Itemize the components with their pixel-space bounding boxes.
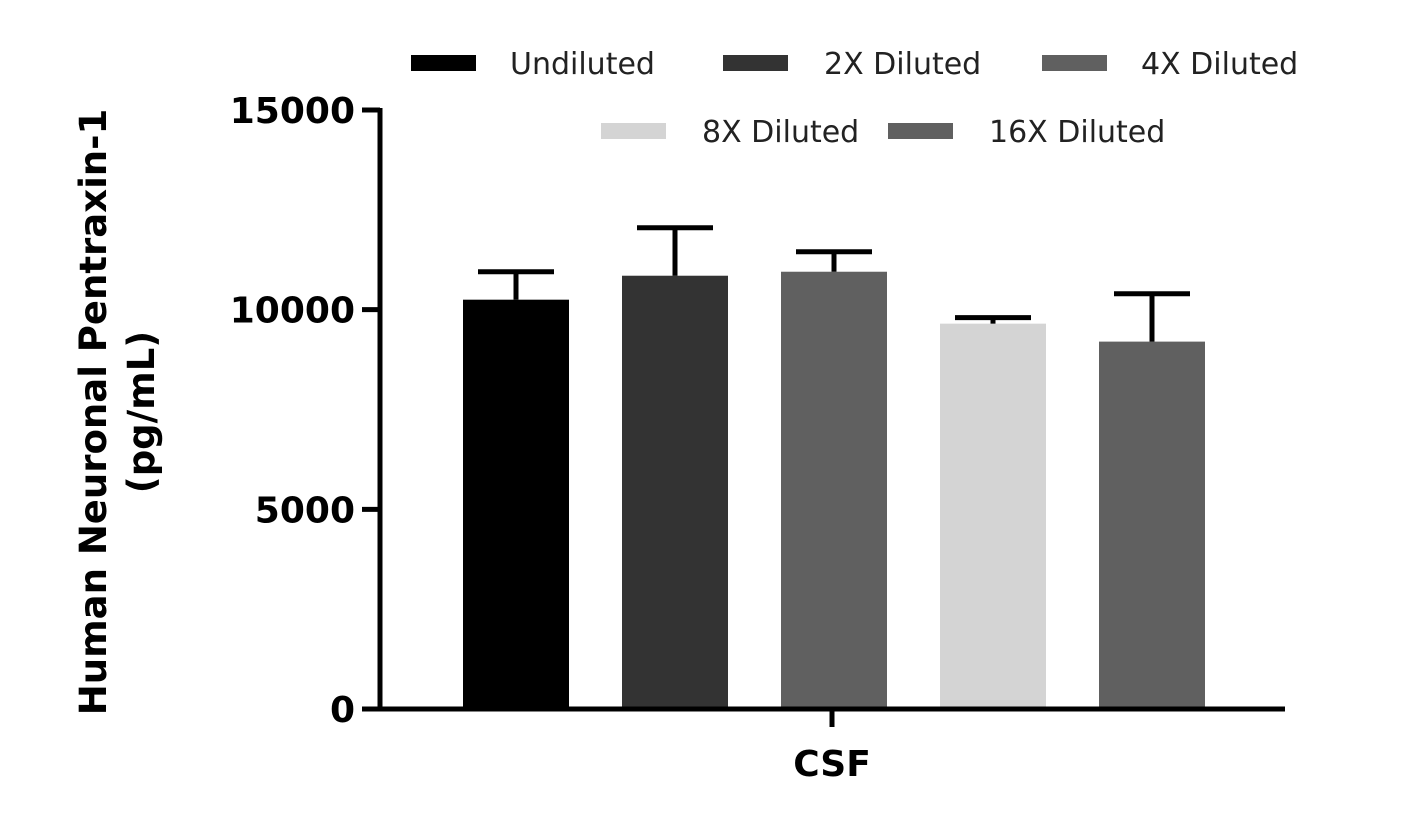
bar-8x-diluted [940, 323, 1046, 709]
y-ticks: 0 5000 10000 15000 [230, 91, 380, 731]
legend-swatch-undiluted [411, 55, 476, 71]
legend-label-undiluted: Undiluted [510, 47, 655, 82]
y-axis-title-line2: (pg/mL) [120, 331, 163, 493]
legend-label-16x-diluted: 16X Diluted [989, 115, 1165, 150]
legend-swatch-8x-diluted [601, 123, 666, 139]
y-tick-label: 0 [330, 690, 355, 731]
bar-2x-diluted [622, 275, 728, 709]
legend-label-8x-diluted: 8X Diluted [702, 115, 859, 150]
legend-swatch-2x-diluted [723, 55, 788, 71]
x-category-label: CSF [793, 744, 871, 785]
y-axis-title-line1: Human Neuronal Pentraxin-1 [72, 109, 115, 715]
legend-swatch-16x-diluted [888, 123, 953, 139]
y-tick-label: 5000 [255, 490, 355, 531]
bar-undiluted [463, 299, 569, 709]
x-ticks: CSF [793, 709, 871, 785]
legend-label-4x-diluted: 4X Diluted [1141, 47, 1298, 82]
legend-label-2x-diluted: 2X Diluted [824, 47, 981, 82]
y-tick-label: 15000 [230, 91, 355, 132]
error-bars-group [478, 225, 1190, 342]
legend: Undiluted 2X Diluted 4X Diluted 8X Diluted 1… [411, 47, 1298, 150]
bar-16x-diluted [1099, 341, 1205, 709]
y-tick-label: 10000 [230, 291, 355, 332]
legend-swatch-4x-diluted [1042, 55, 1107, 71]
bars-group [463, 271, 1205, 709]
bar-4x-diluted [781, 271, 887, 709]
